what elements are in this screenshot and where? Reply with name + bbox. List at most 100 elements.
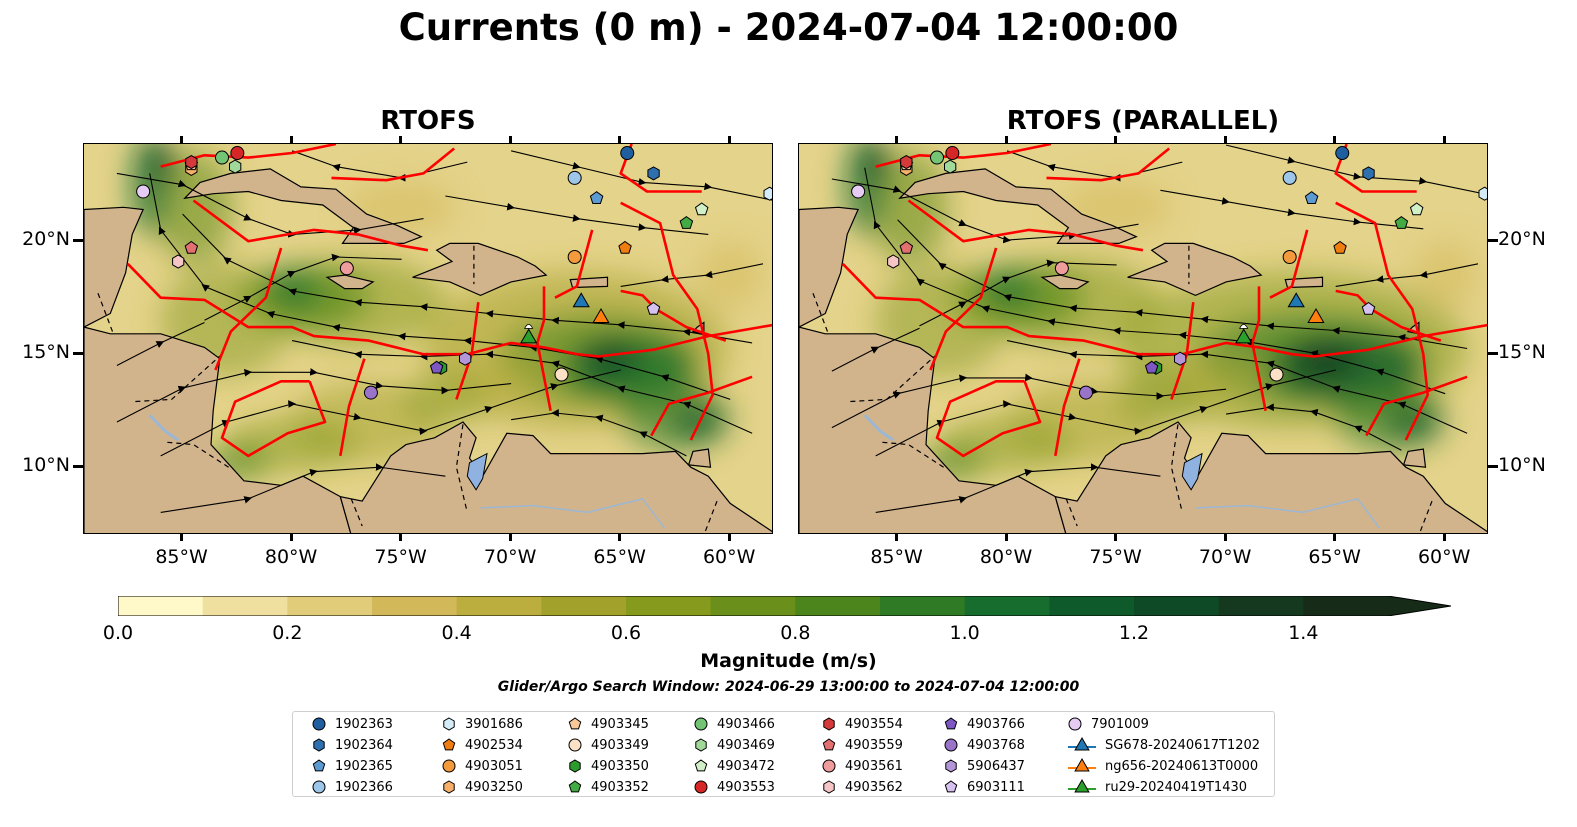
country-border bbox=[882, 441, 944, 468]
argo-float-4903559[interactable] bbox=[899, 240, 914, 254]
argo-float-4903561[interactable] bbox=[1054, 261, 1069, 276]
argo-float-7901009[interactable] bbox=[851, 184, 866, 199]
argo-float-1902365[interactable] bbox=[1304, 191, 1319, 204]
eez-boundary bbox=[331, 147, 456, 182]
legend-marker bbox=[568, 780, 582, 793]
tick-mark bbox=[1333, 136, 1337, 143]
argo-float-4903553[interactable] bbox=[945, 146, 960, 161]
argo-float-4903472[interactable] bbox=[694, 202, 709, 216]
argo-float-4903766[interactable] bbox=[1144, 360, 1159, 374]
argo-float-4903766[interactable] bbox=[429, 360, 444, 374]
glider-SG678-20240617T1202[interactable] bbox=[1287, 292, 1305, 308]
river bbox=[480, 497, 666, 529]
argo-float-5906437[interactable] bbox=[1174, 351, 1187, 366]
argo-float-4903466[interactable] bbox=[930, 150, 944, 165]
argo-float-6903111[interactable] bbox=[646, 301, 661, 315]
eez-boundary bbox=[650, 375, 753, 437]
glider-ng656-20240613T0000[interactable] bbox=[592, 307, 610, 323]
legend-item: 4903350 bbox=[567, 756, 649, 776]
country-border bbox=[811, 290, 829, 332]
argo-float-4903469[interactable] bbox=[944, 159, 957, 174]
argo-float-4903562[interactable] bbox=[172, 254, 185, 269]
lake-maracaibo bbox=[466, 452, 488, 491]
argo-float-4903768[interactable] bbox=[1078, 385, 1093, 400]
argo-float-4903051[interactable] bbox=[1282, 250, 1297, 265]
argo-float-1902364[interactable] bbox=[1362, 166, 1375, 181]
colorbar-segment bbox=[456, 596, 542, 616]
argo-float-1902363[interactable] bbox=[1335, 146, 1350, 161]
glider-ru29-20240419T1430[interactable] bbox=[520, 328, 538, 344]
argo-float-4903469[interactable] bbox=[229, 159, 242, 174]
glider-SG678-20240617T1202[interactable] bbox=[572, 292, 590, 308]
river bbox=[1195, 497, 1381, 529]
legend-label: 4903554 bbox=[845, 716, 903, 732]
argo-float-4903352[interactable] bbox=[679, 215, 694, 229]
colorbar-segment bbox=[1134, 596, 1220, 616]
colorbar-segment bbox=[710, 596, 796, 616]
argo-float-4903349[interactable] bbox=[554, 367, 569, 382]
argo-float-4902534[interactable] bbox=[618, 240, 632, 254]
argo-float-6903111[interactable] bbox=[1361, 301, 1376, 315]
argo-float-1902366[interactable] bbox=[1282, 170, 1297, 185]
legend-marker bbox=[1074, 778, 1090, 793]
tick-mark bbox=[1488, 238, 1498, 242]
colorbar-segment bbox=[118, 596, 204, 616]
search-window-caption: Glider/Argo Search Window: 2024-06-29 13… bbox=[497, 679, 1080, 695]
legend-label: 4903352 bbox=[591, 779, 649, 795]
legend-label: 4902534 bbox=[465, 737, 523, 753]
tick-mark bbox=[1223, 534, 1227, 541]
legend-item: ru29-20240419T1430 bbox=[1067, 777, 1247, 797]
argo-float-1902366[interactable] bbox=[567, 170, 582, 185]
streamline bbox=[160, 463, 446, 513]
tick-mark bbox=[1333, 534, 1337, 541]
country-border bbox=[1419, 500, 1433, 533]
tick-mark bbox=[1488, 464, 1498, 468]
eez-boundary bbox=[1365, 375, 1468, 437]
colorbar-segment bbox=[372, 596, 458, 616]
argo-float-4903352[interactable] bbox=[1394, 215, 1409, 229]
colorbar-tick-label: 0.6 bbox=[610, 622, 642, 644]
glider-ru29-20240419T1430[interactable] bbox=[1235, 328, 1253, 344]
legend-marker bbox=[694, 780, 708, 794]
argo-float-4903349[interactable] bbox=[1269, 367, 1284, 382]
argo-float-4902534[interactable] bbox=[1333, 240, 1347, 254]
country-border bbox=[455, 424, 468, 513]
argo-float-4903472[interactable] bbox=[1409, 202, 1424, 216]
argo-float-4903561[interactable] bbox=[339, 261, 354, 276]
argo-float-4903562[interactable] bbox=[887, 254, 900, 269]
argo-float-5906437[interactable] bbox=[459, 351, 472, 366]
argo-float-4903554[interactable] bbox=[185, 155, 198, 170]
eez-boundary bbox=[1335, 201, 1430, 441]
tick-mark bbox=[618, 136, 622, 143]
lat-tick-label-left: 15°N bbox=[22, 341, 70, 364]
argo-float-4903553[interactable] bbox=[230, 146, 245, 161]
tick-mark bbox=[727, 136, 731, 143]
legend-marker bbox=[569, 759, 581, 773]
argo-float-1902364[interactable] bbox=[647, 166, 660, 181]
argo-float-4903554[interactable] bbox=[900, 155, 913, 170]
eez-boundary bbox=[536, 286, 552, 411]
argo-float-4903466[interactable] bbox=[215, 150, 229, 165]
argo-float-1902365[interactable] bbox=[589, 191, 604, 204]
argo-float-1902363[interactable] bbox=[620, 146, 635, 161]
lake-nicaragua bbox=[863, 414, 895, 442]
legend-label: 4903553 bbox=[717, 779, 775, 795]
glider-ng656-20240613T0000[interactable] bbox=[1307, 307, 1325, 323]
tick-mark bbox=[1114, 534, 1118, 541]
argo-float-4903768[interactable] bbox=[363, 385, 378, 400]
glider-track-start bbox=[524, 323, 534, 329]
map-panel-rtofs-parallel[interactable] bbox=[798, 143, 1488, 534]
country-border bbox=[1170, 424, 1183, 513]
argo-float-3901686[interactable] bbox=[1478, 186, 1488, 201]
argo-float-3901686[interactable] bbox=[763, 186, 773, 201]
tick-mark bbox=[180, 534, 184, 541]
colorbar-label: Magnitude (m/s) bbox=[700, 650, 877, 672]
legend-item: 4903352 bbox=[567, 777, 649, 797]
panel-title-left: RTOFS bbox=[380, 106, 476, 136]
streamline bbox=[919, 259, 1117, 327]
legend-item: 1902364 bbox=[311, 735, 393, 755]
argo-float-7901009[interactable] bbox=[136, 184, 151, 199]
map-panel-rtofs[interactable] bbox=[83, 143, 773, 534]
argo-float-4903051[interactable] bbox=[567, 250, 582, 265]
argo-float-4903559[interactable] bbox=[184, 240, 199, 254]
